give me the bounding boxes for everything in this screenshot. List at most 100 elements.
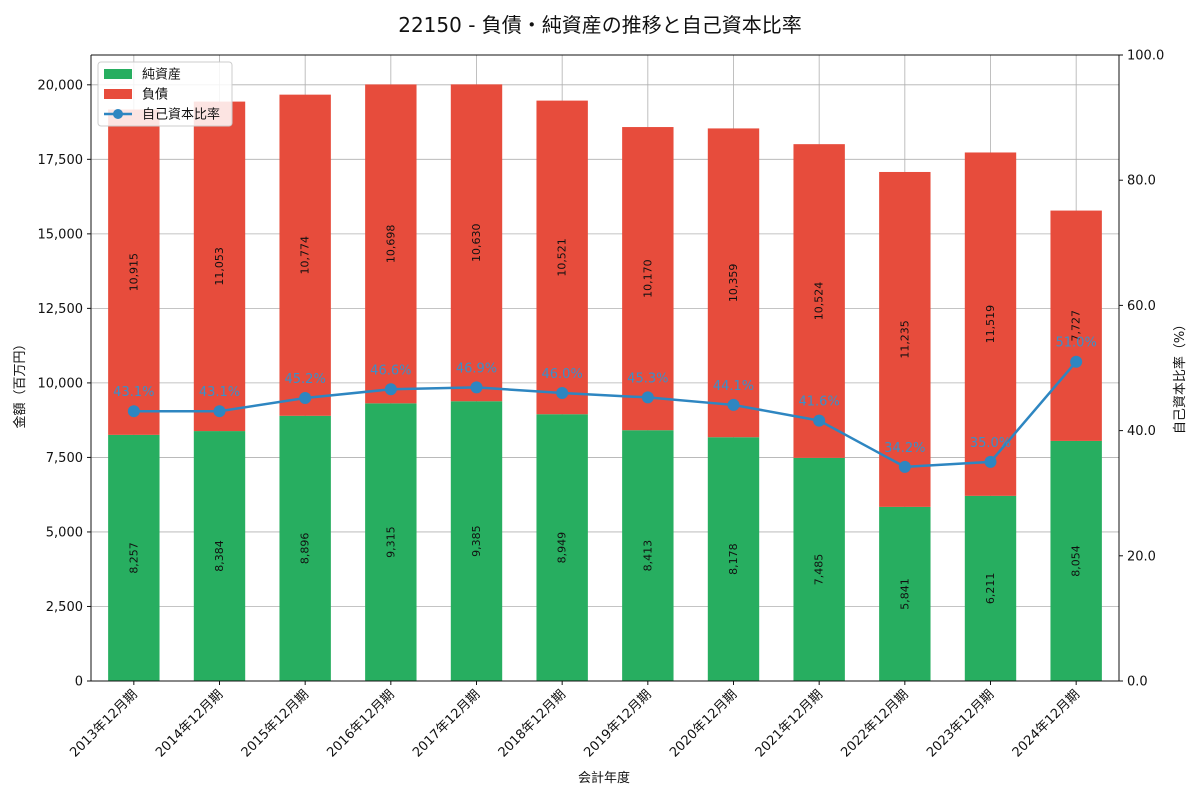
bar-value-label: 8,054	[1070, 545, 1083, 577]
bar-value-label: 10,630	[470, 224, 483, 262]
ratio-value-label: 46.9%	[456, 361, 497, 376]
x-tick-label: 2018年12月期	[496, 687, 569, 760]
ratio-value-label: 43.1%	[113, 385, 154, 400]
bar-liabilities	[964, 152, 1017, 496]
y2-tick-label: 0.0	[1127, 675, 1148, 690]
y-tick-label: 7,500	[46, 451, 83, 466]
bar-equity	[793, 457, 845, 681]
bar-equity	[707, 437, 760, 681]
ratio-point	[641, 391, 654, 404]
ratio-point	[727, 398, 740, 411]
bar-value-label: 8,413	[641, 540, 654, 572]
chart-title: 22150 - 負債・純資産の推移と自己資本比率	[398, 13, 802, 37]
bar-liabilities	[365, 84, 417, 404]
bar-equity	[1050, 440, 1102, 681]
bar-liabilities	[279, 94, 331, 416]
x-tick-label: 2015年12月期	[239, 687, 312, 760]
bar-value-label: 8,896	[299, 533, 312, 565]
ratio-line: 43.1% 43.1% 45.2% 46.6% 46.9% 46.0% 45.3% 44.1%…	[113, 336, 1097, 473]
ratio-value-label: 35.0%	[970, 436, 1011, 451]
ratio-series-line	[133, 360, 1078, 469]
ratio-point	[1070, 355, 1083, 368]
bar-value-label: 11,519	[984, 305, 997, 344]
bar-value-label: 11,053	[213, 247, 226, 286]
ratio-point	[984, 455, 997, 468]
bar-value-label: 8,257	[127, 542, 140, 574]
bar-liabilities	[793, 144, 845, 458]
x-tick-label: 2021年12月期	[753, 687, 826, 760]
y-tick-label: 17,500	[38, 153, 84, 168]
bars: 8,257 10,915 8,384 11,053 8,896 10,774 9,315 10…	[108, 84, 1102, 681]
bar-equity	[879, 506, 931, 681]
y2-tick-label: 40.0	[1127, 424, 1156, 439]
bar-equity	[622, 430, 674, 681]
bar-value-label: 7,485	[813, 554, 826, 586]
x-tick-label: 2016年12月期	[324, 687, 397, 760]
bar-liabilities	[707, 128, 760, 438]
bar-equity	[279, 415, 331, 681]
bar-value-label: 8,178	[727, 543, 740, 575]
legend-label: 純資産	[142, 67, 181, 83]
y2-tick-label: 80.0	[1127, 174, 1156, 189]
legend-marker	[113, 109, 123, 119]
bar-value-label: 10,359	[727, 264, 740, 303]
ratio-point	[299, 392, 312, 405]
y-tick-label: 5,000	[46, 525, 83, 540]
bar-value-label: 8,949	[556, 532, 569, 564]
bar-value-label: 9,385	[470, 525, 483, 557]
bar-liabilities	[450, 84, 503, 402]
y-tick-label: 0	[75, 675, 83, 690]
bar-value-label: 10,915	[127, 253, 140, 292]
x-tick-label: 2020年12月期	[667, 687, 740, 760]
x-tick-label: 2017年12月期	[410, 687, 483, 760]
ratio-point	[384, 383, 397, 396]
ratio-point	[813, 414, 826, 427]
x-tick-label: 2019年12月期	[581, 687, 654, 760]
bar-value-label: 8,384	[213, 540, 226, 572]
bar-liabilities	[193, 101, 246, 432]
ratio-value-label: 34.2%	[884, 441, 925, 456]
legend-label: 負債	[142, 88, 168, 103]
bar-liabilities	[622, 127, 674, 431]
bar-value-label: 10,698	[384, 225, 397, 264]
bar-value-label: 9,315	[384, 526, 397, 558]
ratio-value-label: 45.2%	[285, 372, 326, 387]
ratio-point	[470, 381, 483, 394]
x-tick-label: 2024年12月期	[1010, 687, 1083, 760]
bar-equity	[536, 414, 588, 681]
ratio-point	[898, 460, 911, 473]
y-tick-label: 2,500	[46, 600, 83, 615]
x-tick-label: 2013年12月期	[67, 687, 140, 760]
y2-tick-label: 20.0	[1127, 549, 1156, 564]
ratio-point	[213, 405, 226, 418]
bar-value-label: 10,774	[299, 236, 312, 275]
x-tick-label: 2022年12月期	[838, 687, 911, 760]
x-tick-label: 2014年12月期	[153, 687, 226, 760]
legend-swatch	[104, 89, 132, 99]
bar-value-label: 6,211	[984, 573, 997, 605]
ratio-value-label: 46.0%	[542, 367, 583, 382]
bar-value-label: 11,235	[898, 320, 911, 359]
bar-value-label: 10,524	[813, 282, 826, 321]
ratio-value-label: 51.0%	[1056, 336, 1097, 351]
y2-tick-label: 100.0	[1127, 49, 1164, 64]
bar-value-label: 7,727	[1070, 310, 1083, 342]
y2-tick-label: 60.0	[1127, 299, 1156, 314]
ratio-point	[127, 405, 140, 418]
bar-equity	[193, 431, 246, 681]
y-tick-label: 10,000	[38, 376, 84, 391]
legend-label: 自己資本比率	[142, 107, 220, 123]
ratio-value-label: 41.6%	[799, 395, 840, 410]
bar-liabilities	[1050, 210, 1102, 441]
bar-value-label: 10,521	[556, 238, 569, 277]
x-axis-label: 会計年度	[578, 770, 630, 786]
y-tick-label: 20,000	[38, 78, 84, 93]
bar-equity	[365, 403, 417, 681]
bar-liabilities	[536, 100, 588, 415]
ratio-point	[556, 387, 569, 400]
ratio-value-label: 45.3%	[627, 371, 668, 386]
y-tick-label: 15,000	[38, 227, 84, 242]
